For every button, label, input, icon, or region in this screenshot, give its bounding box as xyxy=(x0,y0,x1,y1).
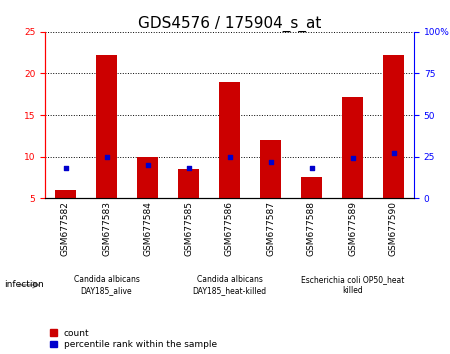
Text: infection: infection xyxy=(4,280,44,290)
Text: GSM677582: GSM677582 xyxy=(61,201,70,256)
Point xyxy=(226,154,233,159)
Text: GSM677589: GSM677589 xyxy=(348,201,357,256)
Text: GSM677586: GSM677586 xyxy=(225,201,234,256)
Bar xyxy=(178,169,199,198)
Bar xyxy=(219,82,240,198)
Bar xyxy=(55,190,76,198)
Legend: count, percentile rank within the sample: count, percentile rank within the sample xyxy=(50,329,217,349)
Bar xyxy=(137,156,158,198)
Point xyxy=(144,162,151,168)
Point xyxy=(308,165,315,171)
Text: GSM677588: GSM677588 xyxy=(307,201,316,256)
Bar xyxy=(342,97,363,198)
Point xyxy=(349,155,356,161)
Text: Candida albicans
DAY185_heat-killed: Candida albicans DAY185_heat-killed xyxy=(193,275,266,295)
Bar xyxy=(260,140,281,198)
Bar xyxy=(301,177,322,198)
Point xyxy=(267,159,274,165)
Text: Candida albicans
DAY185_alive: Candida albicans DAY185_alive xyxy=(73,275,140,295)
Point xyxy=(62,165,69,171)
Text: GSM677585: GSM677585 xyxy=(184,201,193,256)
Text: GSM677584: GSM677584 xyxy=(143,201,152,256)
Bar xyxy=(383,55,404,198)
Title: GDS4576 / 175904_s_at: GDS4576 / 175904_s_at xyxy=(138,16,321,32)
Point xyxy=(185,165,192,171)
Text: GSM677590: GSM677590 xyxy=(389,201,398,256)
Bar xyxy=(96,55,117,198)
Text: GSM677583: GSM677583 xyxy=(102,201,111,256)
Point xyxy=(103,154,110,159)
Point xyxy=(390,150,397,156)
Text: Escherichia coli OP50_heat
killed: Escherichia coli OP50_heat killed xyxy=(301,275,404,295)
Text: GSM677587: GSM677587 xyxy=(266,201,275,256)
